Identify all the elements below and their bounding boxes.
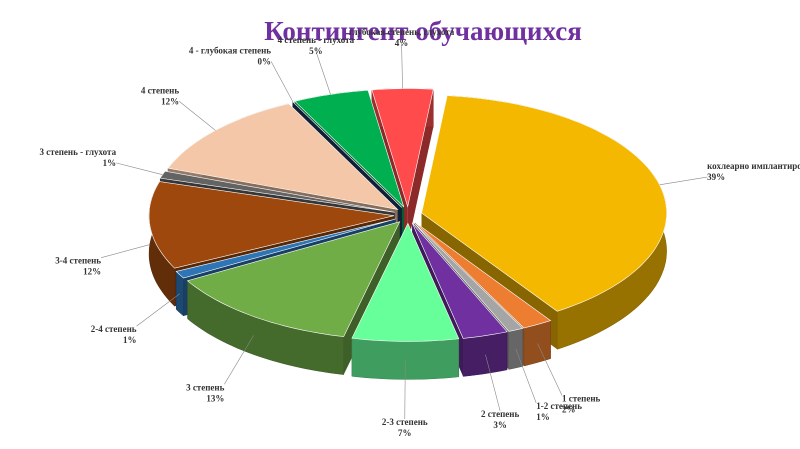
category-label: 4 - глубокая степень [189, 45, 271, 55]
slice-side [175, 270, 184, 317]
slice [411, 222, 508, 339]
slice [371, 88, 434, 208]
slice [351, 222, 460, 342]
leader-line [116, 162, 163, 175]
slice [413, 222, 524, 332]
leader-line [136, 293, 180, 327]
value-label: 4% [395, 38, 409, 48]
category-label: 3-4 степень [55, 256, 101, 266]
category-label: 2 степень [481, 409, 520, 419]
value-label: 7% [398, 428, 412, 438]
slice [159, 170, 395, 213]
leader-line [515, 348, 537, 404]
slice-side [508, 327, 524, 370]
value-label: 2% [562, 404, 576, 414]
value-label: 1% [123, 335, 137, 345]
leader-line [485, 354, 501, 411]
category-label: 2-4 степень [91, 324, 137, 334]
leader-line [270, 61, 294, 102]
slice-side [462, 331, 508, 377]
value-label: 12% [161, 96, 179, 106]
value-label: 12% [83, 267, 101, 277]
leader-line [537, 343, 563, 396]
slice [414, 222, 552, 329]
slice [294, 89, 405, 208]
value-label: 13% [206, 393, 224, 403]
value-label: 1% [536, 412, 550, 422]
leader-line [404, 360, 406, 419]
category-label: кохлеарно имплантированные [707, 161, 800, 171]
value-label: 39% [707, 172, 725, 182]
category-label: 3 степень [186, 382, 225, 392]
slice [186, 221, 401, 337]
slice [148, 181, 395, 269]
leader-line [101, 244, 150, 259]
category-label: 2-3 степень [382, 417, 428, 427]
value-label: 3% [493, 420, 507, 430]
value-label: 1% [103, 158, 117, 168]
slice-wall [407, 89, 434, 245]
category-label: 4 степень - глухота [278, 35, 355, 45]
leader-line [224, 335, 254, 385]
slice-side [523, 320, 551, 367]
slice [175, 218, 396, 279]
leader-line [178, 101, 216, 131]
category-label: 4 степень [141, 85, 180, 95]
category-label: 3 степень - глухота [40, 147, 117, 157]
leader-line [315, 50, 331, 95]
value-label: 0% [258, 56, 272, 66]
value-label: 5% [309, 46, 323, 56]
category-label: глубокая степень, глухота [349, 27, 455, 37]
category-label: 1-2 степень [536, 401, 582, 411]
leader-line [659, 176, 708, 186]
slice [421, 95, 667, 312]
chart-title: Контингент обучающихся [264, 16, 582, 46]
category-label: 1 степень [562, 393, 601, 403]
leader-line [401, 43, 403, 89]
